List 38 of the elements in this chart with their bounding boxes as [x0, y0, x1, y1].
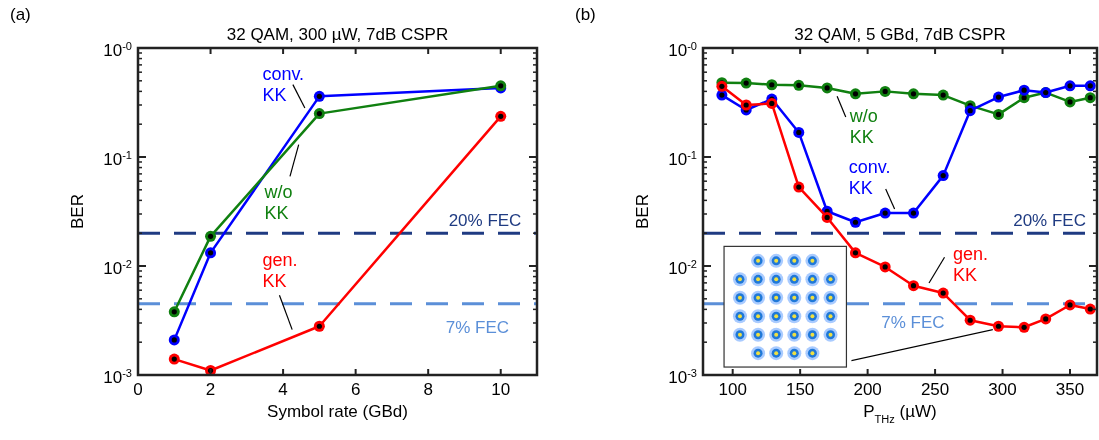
x-axis-title: Symbol rate (GBd) — [267, 402, 408, 421]
x-tick-label: 250 — [920, 380, 950, 399]
chart-title: 32 QAM, 5 GBd, 7dB CSPR — [794, 25, 1006, 44]
y-tick-label: 10$^{-1}$ — [668, 149, 697, 169]
x-tick-label: 6 — [350, 380, 361, 399]
x-tick-label: 0 — [133, 380, 143, 399]
x-tick-label: 350 — [1055, 380, 1085, 399]
y-axis-title: BER — [68, 194, 87, 229]
y-tick-label: 10$^{-3}$ — [103, 367, 132, 387]
series-label: gen. KK — [952, 243, 988, 285]
series-label: w/o KK — [848, 106, 878, 148]
series-label: gen. KK — [262, 250, 298, 292]
x-tick-label: 200 — [853, 380, 882, 399]
y-tick-label: 10$^{-0}$ — [668, 40, 697, 60]
x-tick-label: 150 — [785, 380, 815, 399]
ref-line-label: 7% FEC — [445, 318, 510, 338]
series-label: conv. KK — [262, 63, 305, 105]
y-axis-title: BER — [633, 194, 652, 229]
chart-title: 32 QAM, 300 µW, 7dB CSPR — [226, 25, 449, 44]
text: (a) — [10, 5, 31, 24]
y-tick-label: 10$^{-0}$ — [103, 40, 132, 60]
x-tick-label: 4 — [278, 380, 288, 399]
series-label: w/o KK — [263, 181, 293, 223]
x-tick-label: 10 — [491, 380, 511, 399]
x-tick-label: 8 — [423, 380, 433, 399]
y-tick-label: 10$^{-2}$ — [668, 258, 697, 278]
y-tick-label: 10$^{-3}$ — [668, 367, 697, 387]
ref-line-label: 20% FEC — [1013, 211, 1086, 231]
ref-line-label: 20% FEC — [448, 211, 522, 231]
x-axis-title: P$_{THz}$ (µW) — [863, 402, 937, 425]
x-tick-label: 300 — [988, 380, 1017, 399]
series-label: conv. KK — [848, 157, 891, 199]
text: (b) — [575, 5, 596, 24]
x-tick-label: 2 — [205, 380, 216, 399]
x-tick-label: 100 — [718, 380, 747, 399]
y-tick-label: 10$^{-1}$ — [103, 149, 132, 169]
ref-line-label: 7% FEC — [881, 313, 945, 333]
y-tick-label: 10$^{-2}$ — [103, 258, 132, 278]
